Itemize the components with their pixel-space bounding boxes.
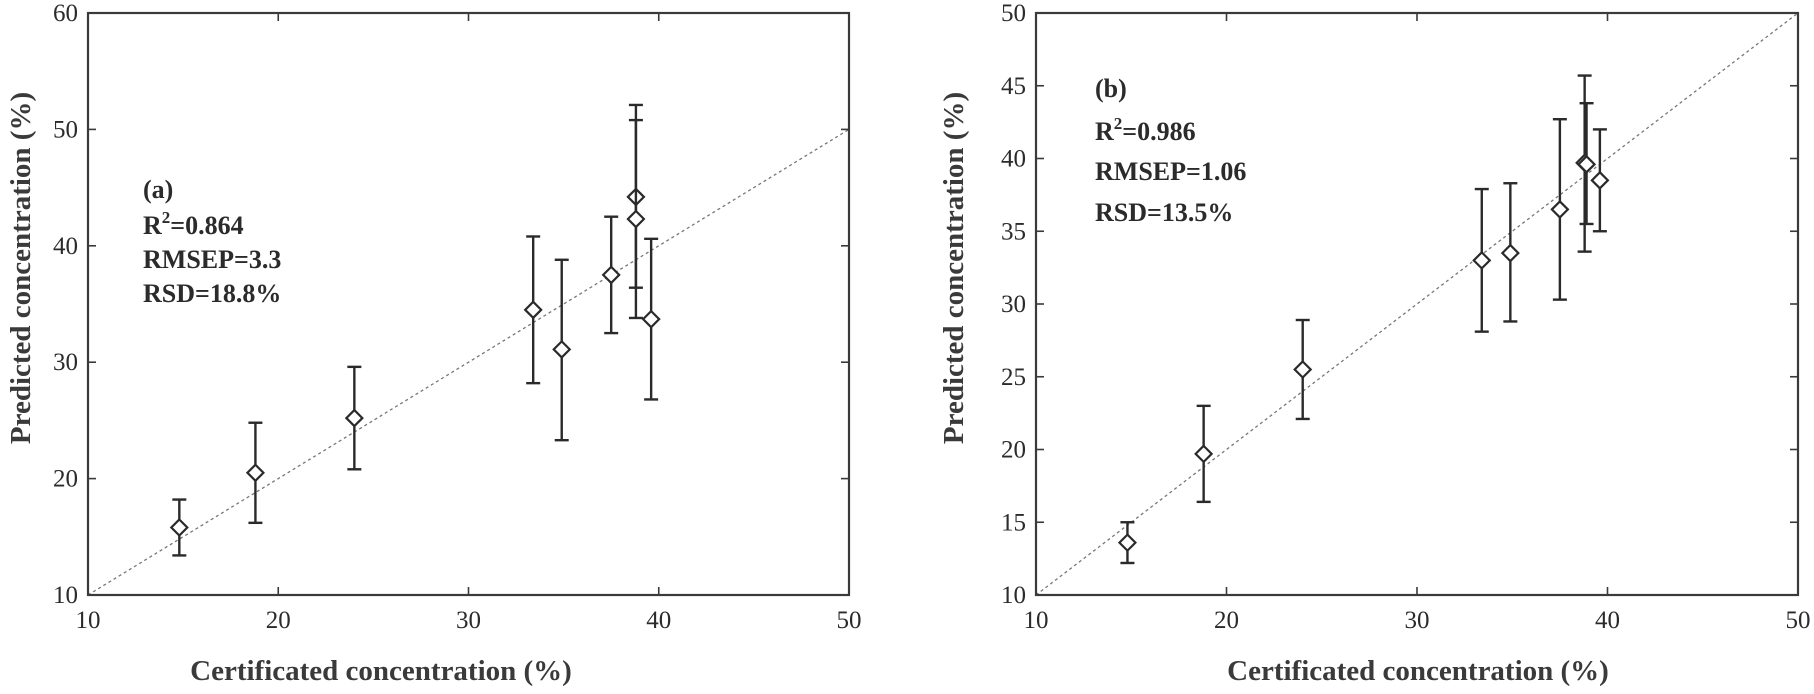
x-tick-label: 40 xyxy=(646,607,671,634)
x-ticks: 10 20 30 40 50 xyxy=(76,13,862,634)
y-tick-label: 25 xyxy=(1001,364,1026,391)
r2-annotation: R2=0.986 xyxy=(1095,114,1196,146)
rsd-annotation: RSD=13.5% xyxy=(1095,198,1233,227)
panel-b: 10 15 20 25 30 35 40 45 50 10 20 30 40 50 Certificat… xyxy=(938,0,1811,687)
data-point xyxy=(245,421,265,525)
panel-a: 10 20 30 40 50 60 10 20 30 40 50 Certificated con… xyxy=(5,0,862,687)
rmsep-annotation: RMSEP=1.06 xyxy=(1095,157,1246,186)
diamond-marker xyxy=(344,408,364,428)
data-point xyxy=(626,118,646,320)
x-axis-label: Certificated concentration (%) xyxy=(190,655,572,687)
diamond-marker xyxy=(169,517,189,538)
diamond-marker xyxy=(641,309,661,329)
x-tick-label: 20 xyxy=(266,607,291,634)
data-point xyxy=(169,498,189,557)
data-point xyxy=(1500,182,1520,323)
diamond-marker xyxy=(601,265,621,285)
data-point xyxy=(523,235,543,385)
y-ticks: 10 15 20 25 30 35 40 45 50 xyxy=(1001,0,1798,609)
data-point xyxy=(1576,102,1597,226)
diamond-marker xyxy=(626,209,646,229)
y-tick-label: 10 xyxy=(1001,582,1026,609)
y-tick-label: 30 xyxy=(53,349,78,376)
data-point xyxy=(601,215,621,335)
y-ticks: 10 20 30 40 50 60 xyxy=(53,0,849,609)
reference-line xyxy=(1035,12,1799,596)
data-point xyxy=(1550,118,1570,301)
diamond-marker xyxy=(1576,154,1597,174)
points-group xyxy=(169,103,661,557)
diamond-marker xyxy=(1117,533,1137,553)
y-tick-label: 40 xyxy=(53,233,78,260)
x-tick-label: 50 xyxy=(1786,607,1811,634)
x-ticks: 10 20 30 40 50 xyxy=(1024,13,1811,634)
y-tick-label: 20 xyxy=(1001,437,1026,464)
plot-frame xyxy=(1034,11,1800,597)
x-tick-label: 30 xyxy=(1405,607,1430,634)
y-axis-label: Predicted concentration (%) xyxy=(5,92,37,444)
data-point xyxy=(1293,318,1313,421)
x-tick-label: 10 xyxy=(1024,607,1049,634)
panel-label: (a) xyxy=(143,175,173,204)
panel-label: (b) xyxy=(1095,74,1127,103)
diamond-marker xyxy=(1590,170,1610,190)
y-tick-label: 10 xyxy=(53,582,78,609)
diamond-marker xyxy=(245,463,265,483)
data-point xyxy=(344,365,364,471)
y-tick-label: 60 xyxy=(53,0,78,27)
y-tick-label: 45 xyxy=(1001,73,1026,100)
y-tick-label: 50 xyxy=(53,116,78,143)
rsd-annotation: RSD=18.8% xyxy=(143,279,281,308)
y-tick-label: 30 xyxy=(1001,291,1026,318)
reference-line xyxy=(87,128,850,596)
diamond-marker xyxy=(1500,243,1520,263)
data-point xyxy=(1472,187,1492,333)
diamond-marker xyxy=(552,339,572,359)
data-point xyxy=(1590,128,1610,233)
y-tick-label: 20 xyxy=(53,466,78,493)
y-tick-label: 15 xyxy=(1001,509,1026,536)
data-point xyxy=(1117,521,1137,565)
y-axis-label: Predicted concentration (%) xyxy=(938,92,970,444)
x-tick-label: 20 xyxy=(1214,607,1239,634)
y-tick-label: 40 xyxy=(1001,146,1026,173)
diamond-marker xyxy=(523,300,543,320)
data-point xyxy=(552,258,572,442)
x-tick-label: 10 xyxy=(76,607,101,634)
data-point xyxy=(641,237,661,401)
x-tick-label: 40 xyxy=(1595,607,1620,634)
diamond-marker xyxy=(1472,250,1492,270)
diamond-marker xyxy=(1194,444,1214,464)
data-point xyxy=(1194,404,1214,504)
rmsep-annotation: RMSEP=3.3 xyxy=(143,245,281,274)
x-tick-label: 50 xyxy=(837,607,862,634)
diamond-marker xyxy=(1293,359,1313,380)
points-group xyxy=(1117,74,1610,565)
diamond-marker xyxy=(1550,199,1570,219)
y-tick-label: 35 xyxy=(1001,218,1026,245)
x-tick-label: 30 xyxy=(456,607,481,634)
x-axis-label: Certificated concentration (%) xyxy=(1227,655,1609,687)
r2-annotation: R2=0.864 xyxy=(143,208,244,240)
y-tick-label: 50 xyxy=(1001,0,1026,27)
